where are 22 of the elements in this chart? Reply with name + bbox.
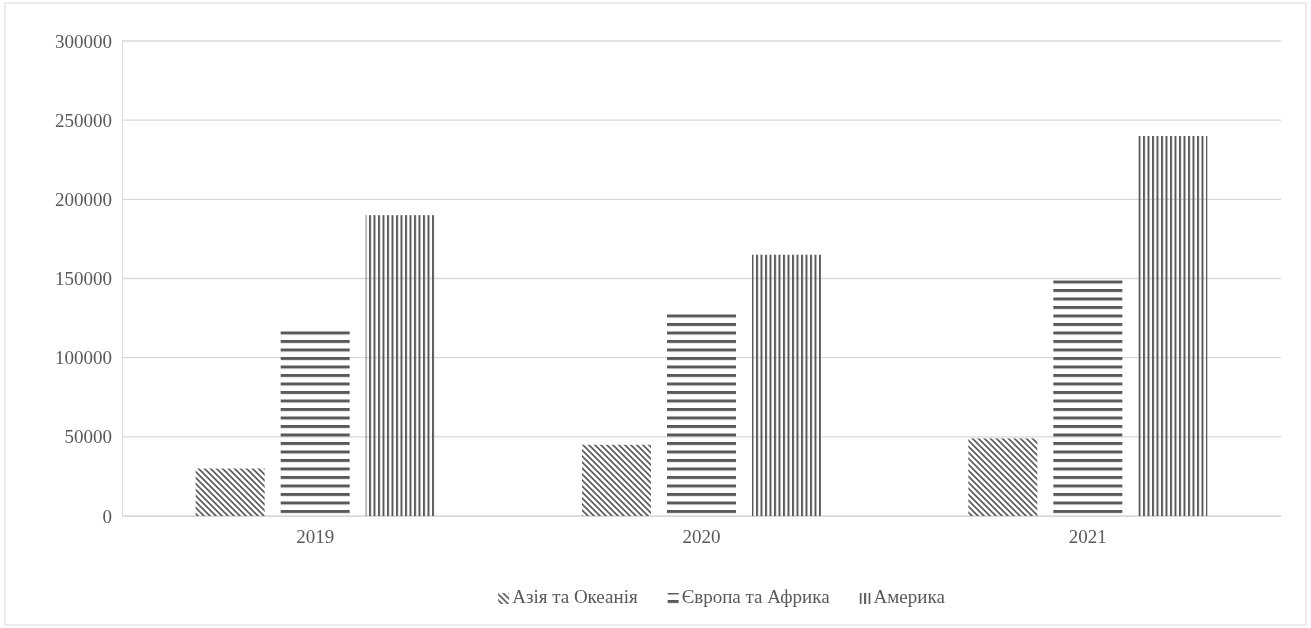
bar (365, 215, 435, 516)
y-tick-label: 100000 (55, 347, 112, 369)
y-tick-label: 300000 (55, 30, 112, 52)
bar (1053, 280, 1123, 516)
bar (752, 254, 821, 516)
legend-label: Європа та Африка (681, 586, 831, 607)
bar (195, 468, 265, 516)
bar (667, 313, 736, 516)
y-tick-label: 200000 (55, 188, 112, 210)
y-tick-label: 150000 (55, 268, 112, 290)
legend-label: Азія та Океанія (512, 586, 638, 607)
legend-label: Америка (873, 586, 946, 607)
y-tick-label: 50000 (64, 426, 112, 448)
bar (1138, 136, 1208, 516)
x-tick-label: 2019 (296, 526, 335, 548)
bar (280, 329, 350, 516)
x-tick-label: 2021 (1068, 526, 1107, 548)
bar (582, 444, 651, 516)
y-tick-label: 0 (102, 505, 112, 527)
y-tick-label: 250000 (55, 109, 112, 131)
bar (968, 438, 1038, 516)
x-tick-label: 2020 (682, 526, 721, 548)
